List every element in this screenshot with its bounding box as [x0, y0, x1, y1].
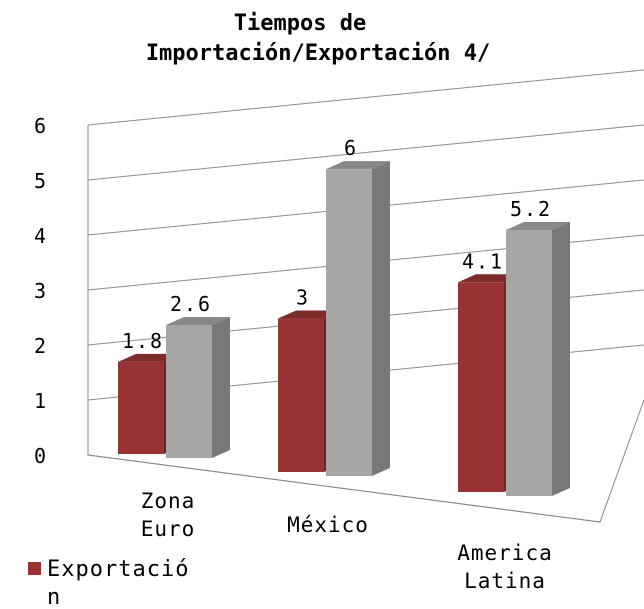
y-tick-label: 3 — [34, 279, 46, 303]
bar — [326, 161, 390, 476]
y-tick-label: 2 — [34, 334, 46, 358]
category-label: Zona — [141, 489, 196, 513]
bar-side — [552, 222, 570, 496]
bars — [118, 161, 570, 496]
bar-front — [458, 282, 504, 492]
chart-title-line-1: Tiempos de — [234, 11, 366, 36]
data-label: 2.6 — [170, 292, 212, 316]
data-label: 6 — [344, 136, 358, 160]
chart-title-line-2: Importación/Exportación 4/ — [146, 41, 490, 66]
category-label: México — [287, 513, 369, 537]
floor-front-edge — [87, 454, 601, 523]
bar-front — [278, 318, 324, 472]
bar-front — [326, 169, 372, 476]
y-tick-label: 1 — [34, 389, 46, 413]
bar-top — [326, 161, 390, 170]
bar-front — [166, 325, 212, 458]
bar-front — [118, 361, 164, 454]
legend-label: n — [47, 585, 61, 609]
y-tick-label: 5 — [34, 169, 46, 193]
data-labels: 1.8 3 4.1 2.6 6 5.2 — [122, 136, 552, 353]
bar — [506, 222, 570, 496]
category-labels: Zona Euro México America Latina — [141, 489, 553, 593]
bar — [166, 317, 230, 458]
gridline — [87, 69, 644, 126]
bar-side — [212, 317, 230, 458]
bar-side — [372, 161, 390, 476]
y-tick-label: 4 — [34, 224, 46, 248]
category-label: America — [457, 541, 553, 565]
category-label: Euro — [141, 517, 196, 541]
y-tick-label: 6 — [34, 114, 46, 138]
bar-top — [506, 222, 570, 231]
data-label: 4.1 — [462, 249, 504, 273]
legend: Exportació n — [28, 557, 189, 609]
legend-label: Exportació — [47, 557, 189, 582]
y-tick-label: 0 — [34, 444, 46, 468]
gridline — [87, 124, 644, 181]
data-label: 5.2 — [510, 197, 552, 221]
chart-title: Tiempos de Importación/Exportación 4/ — [146, 11, 490, 66]
legend-swatch — [28, 562, 41, 575]
y-axis-ticks: 0 1 2 3 4 5 6 — [34, 114, 46, 468]
data-label: 3 — [296, 286, 310, 310]
bar-top — [166, 317, 230, 326]
bar-front — [506, 230, 552, 496]
data-label: 1.8 — [122, 329, 164, 353]
category-label: Latina — [464, 569, 546, 593]
